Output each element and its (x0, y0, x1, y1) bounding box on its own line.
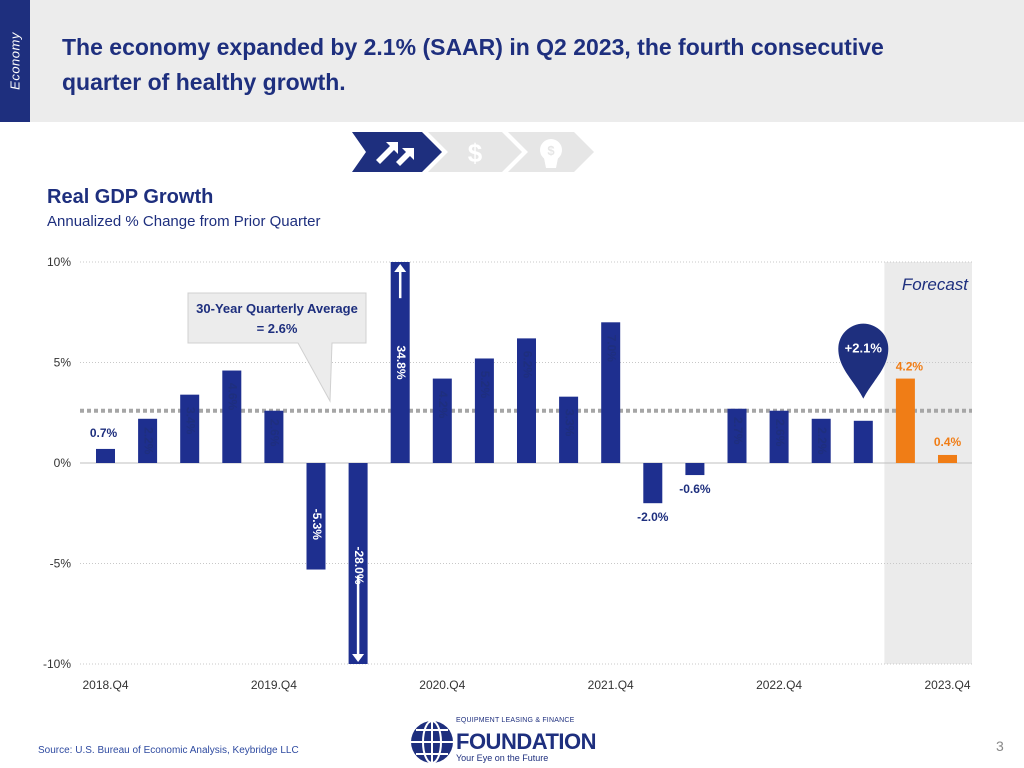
bar (432, 378, 452, 463)
bar (474, 358, 494, 463)
growth-arrows-icon (376, 142, 414, 166)
dollar-icon: $ (468, 138, 483, 168)
data-label: 0.7% (90, 426, 118, 440)
truncation-arrowhead (394, 264, 407, 272)
logo-main-text: FOUNDATION (456, 729, 597, 754)
bar (769, 410, 789, 463)
page-number: 3 (996, 738, 1004, 754)
average-callout-box (187, 292, 367, 403)
y-tick-label: -5% (50, 557, 72, 571)
bar (643, 463, 663, 504)
logo-tagline: Your Eye on the Future (456, 753, 549, 763)
data-label: 2.7% (731, 417, 745, 445)
head-dollar-icon: $ (540, 139, 562, 168)
bar (306, 463, 326, 570)
data-label: -28.0% (352, 546, 366, 584)
logo-top-text: EQUIPMENT LEASING & FINANCE (456, 717, 575, 724)
y-tick-label: 5% (54, 356, 72, 370)
section-tab[interactable]: Economy (0, 0, 30, 122)
average-callout-line1: 30-Year Quarterly Average (196, 301, 358, 316)
data-label: 34.8% (394, 345, 408, 379)
gdp-chart: Forecast 10% 5% 0% -5% -10% 0.7% 2.2% 3.4% 4.6% 2.… (43, 255, 972, 692)
highlight-pin (838, 323, 889, 399)
section-tab-label: Economy (7, 32, 23, 90)
data-label: -5.3% (310, 509, 324, 541)
bar (96, 448, 115, 463)
bar (938, 454, 957, 463)
forecast-label: Forecast (902, 275, 969, 294)
bar (517, 338, 536, 463)
highlight-label: +2.1% (845, 341, 883, 356)
data-label: 4.2% (436, 391, 450, 419)
average-callout-line2: = 2.6% (257, 321, 298, 336)
bar (895, 378, 915, 463)
bar (264, 410, 284, 463)
chart-title: Real GDP Growth (47, 186, 214, 208)
chart-subtitle: Annualized % Change from Prior Quarter (47, 213, 321, 230)
page-headline: The economy expanded by 2.1% (SAAR) in Q… (62, 34, 884, 95)
data-label: 4.6% (226, 383, 240, 411)
data-label: 3.3% (562, 409, 576, 437)
x-tick-label: 2022.Q4 (756, 678, 802, 692)
y-tick-label: 0% (54, 456, 72, 470)
bar (601, 322, 621, 463)
globe-icon (411, 720, 453, 764)
svg-text:$: $ (547, 143, 555, 158)
bar (685, 463, 705, 476)
data-label: 4.2% (896, 360, 924, 374)
bar (853, 420, 873, 463)
header-band (0, 0, 1024, 122)
bar (138, 418, 158, 463)
y-tick-label: 10% (47, 255, 71, 269)
y-tick-label: -10% (43, 657, 71, 671)
bar (348, 463, 368, 664)
bar (180, 394, 200, 463)
bar (727, 408, 747, 463)
topic-navigator: $ $ (352, 132, 594, 172)
foundation-logo: EQUIPMENT LEASING & FINANCE FOUNDATION Y… (410, 716, 610, 766)
bar (222, 370, 242, 463)
x-tick-label: 2019.Q4 (251, 678, 297, 692)
data-label: 2.6% (268, 419, 282, 447)
data-label: -2.0% (637, 510, 669, 524)
data-label: 6.2% (520, 351, 534, 379)
data-label: 5.2% (478, 371, 492, 399)
data-label: 2.6% (773, 419, 787, 447)
source-note: Source: U.S. Bureau of Economic Analysis… (38, 745, 299, 756)
bar (390, 262, 410, 463)
x-tick-label: 2023.Q4 (924, 678, 970, 692)
bar (559, 396, 579, 463)
data-label: 2.2% (141, 427, 155, 455)
data-label: -0.6% (679, 482, 711, 496)
bar (811, 418, 831, 463)
data-label: 0.4% (934, 435, 962, 449)
data-label: 7.0% (605, 335, 619, 363)
x-tick-label: 2018.Q4 (82, 678, 128, 692)
x-tick-label: 2021.Q4 (588, 678, 634, 692)
data-label: 2.2% (815, 427, 829, 455)
chevron-dollar[interactable] (428, 132, 522, 172)
truncation-arrowhead (352, 654, 365, 662)
x-tick-label: 2020.Q4 (419, 678, 465, 692)
data-label: 3.4% (184, 407, 198, 435)
